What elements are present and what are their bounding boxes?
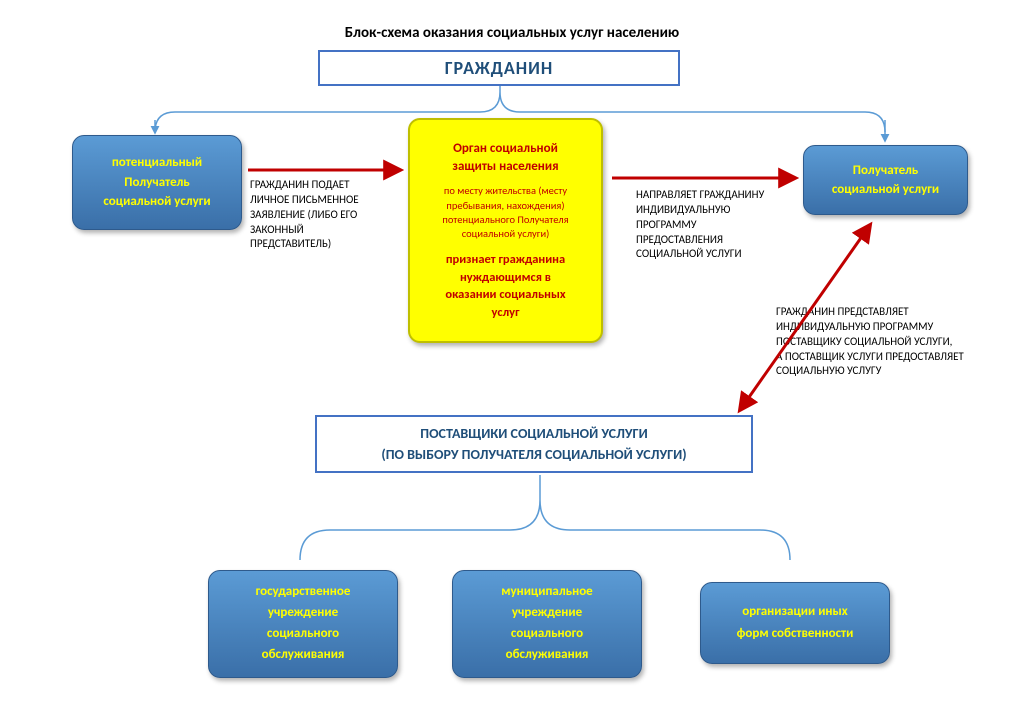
annotation-submit: ГРАЖДАНИН ПОДАЕТ ЛИЧНОЕ ПИСЬМЕННОЕ ЗАЯВЛ… xyxy=(250,178,400,252)
text: по месту жительства (месту xyxy=(444,184,567,197)
text: ПОСТАВЩИКУ СОЦИАЛЬНОЙ УСЛУГИ, xyxy=(776,335,952,348)
text: Орган социальной xyxy=(453,141,558,156)
node-provider-state: государственное учреждение социального о… xyxy=(208,570,398,678)
text: НАПРАВЛЯЕТ ГРАЖДАНИНУ xyxy=(636,188,764,201)
node-provider-municipal: муниципальное учреждение социального обс… xyxy=(452,570,642,678)
text: ПОСТАВЩИКИ СОЦИАЛЬНОЙ УСЛУГИ xyxy=(420,423,647,444)
node-organ: Орган социальной защиты населения по мес… xyxy=(408,118,603,343)
node-potential-recipient: потенциальный Получатель социальной услу… xyxy=(72,135,242,230)
text: признает гражданина xyxy=(446,252,565,267)
text: учреждение xyxy=(512,603,582,624)
text: нуждающимся в xyxy=(460,270,551,285)
text: потенциального Получателя xyxy=(442,213,568,226)
text: А ПОСТАВЩИК УСЛУГИ ПРЕДОСТАВЛЯЕТ xyxy=(776,350,964,363)
text: социального xyxy=(267,624,339,645)
page-title: Блок-схема оказания социальных услуг нас… xyxy=(0,24,1024,42)
text: социальной услуги) xyxy=(462,227,550,240)
node-citizen-label: ГРАЖДАНИН xyxy=(445,57,554,79)
text: социальной услуги xyxy=(832,180,939,200)
text: форм собственности xyxy=(737,623,854,645)
text: ЗАКОННЫЙ xyxy=(250,223,304,236)
text: Получатель xyxy=(124,173,189,193)
text: Получатель xyxy=(853,161,918,181)
text: (ПО ВЫБОРУ ПОЛУЧАТЕЛЯ СОЦИАЛЬНОЙ УСЛУГИ) xyxy=(381,444,686,465)
node-suppliers: ПОСТАВЩИКИ СОЦИАЛЬНОЙ УСЛУГИ (ПО ВЫБОРУ … xyxy=(315,415,753,473)
text: организации иных xyxy=(742,601,848,623)
text: ПРОГРАММУ xyxy=(636,218,697,231)
text: ГРАЖДАНИН ПРЕДСТАВЛЯЕТ xyxy=(776,305,909,318)
text: ГРАЖДАНИН ПОДАЕТ xyxy=(250,178,349,191)
text: обслуживания xyxy=(506,645,589,666)
text: пребывания, нахождения) xyxy=(446,199,564,212)
text: ЛИЧНОЕ ПИСЬМЕННОЕ xyxy=(250,193,359,206)
text: ЗАЯВЛЕНИЕ (ЛИБО ЕГО xyxy=(250,208,357,221)
annotation-direct: НАПРАВЛЯЕТ ГРАЖДАНИНУ ИНДИВИДУАЛЬНУЮ ПРО… xyxy=(636,188,796,262)
text: защиты населения xyxy=(452,159,558,174)
text: услуг xyxy=(492,305,520,320)
text: ИНДИВИДУАЛЬНУЮ xyxy=(636,203,730,216)
text: социального xyxy=(511,624,583,645)
text: государственное xyxy=(256,582,351,603)
text: обслуживания xyxy=(262,645,345,666)
text: СОЦИАЛЬНОЙ УСЛУГИ xyxy=(636,247,742,260)
text: учреждение xyxy=(268,603,338,624)
text: СОЦИАЛЬНУЮ УСЛУГУ xyxy=(776,364,881,377)
node-recipient: Получатель социальной услуги xyxy=(803,145,968,215)
text: муниципальное xyxy=(501,582,592,603)
node-provider-other: организации иных форм собственности xyxy=(700,582,890,664)
text: потенциальный xyxy=(112,153,202,173)
annotation-present: ГРАЖДАНИН ПРЕДСТАВЛЯЕТ ИНДИВИДУАЛЬНУЮ ПР… xyxy=(776,305,996,379)
text: социальной услуги xyxy=(103,192,210,212)
node-citizen: ГРАЖДАНИН xyxy=(318,50,680,86)
text: ПРЕДСТАВИТЕЛЬ) xyxy=(250,237,331,250)
bracket-bottom xyxy=(300,500,790,560)
text: оказании социальных xyxy=(445,287,565,302)
text: ПРЕДОСТАВЛЕНИЯ xyxy=(636,233,723,246)
text: ИНДИВИДУАЛЬНУЮ ПРОГРАММУ xyxy=(776,320,933,333)
